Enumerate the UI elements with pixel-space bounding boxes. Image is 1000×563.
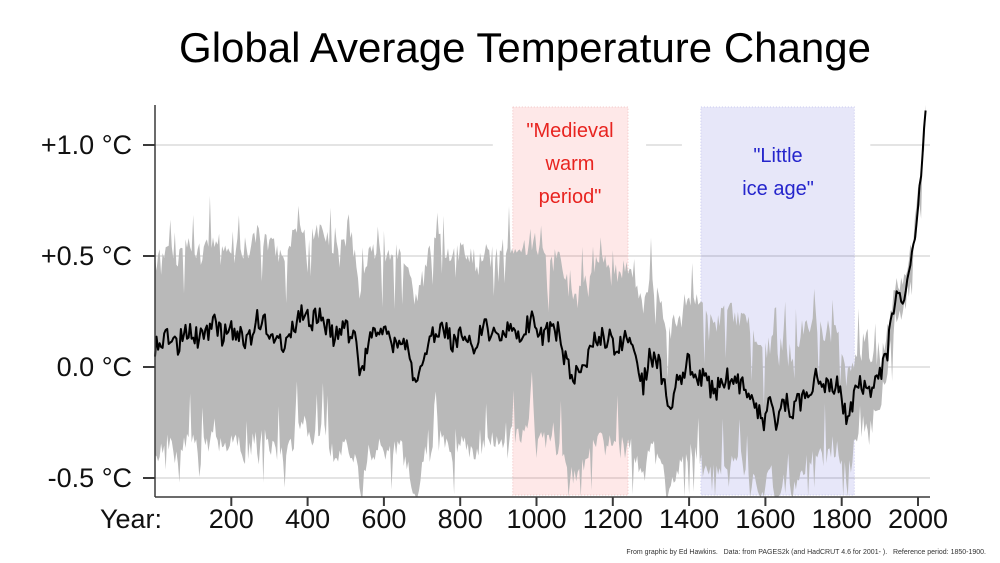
x-axis-tick-label: 400 <box>285 504 331 534</box>
temperature-line <box>154 110 927 432</box>
annotation-little-ice-age: "Little ice age" <box>742 145 814 200</box>
x-axis-tick-label: 1800 <box>811 504 872 534</box>
x-axis-tick-label: 1000 <box>506 504 567 534</box>
x-axis-tick-label: 600 <box>361 504 407 534</box>
y-axis-tick-label: +0.5 °C <box>40 241 132 271</box>
x-axis-tick-label: 1400 <box>659 504 720 534</box>
x-axis-title: Year: <box>99 504 162 534</box>
y-axis-tick-label: 0.0 °C <box>56 352 132 382</box>
attribution-text: From graphic by Ed Hawkins. Data: from P… <box>626 549 986 556</box>
x-axis-tick-label: 200 <box>208 504 254 534</box>
x-axis-tick-label: 1200 <box>582 504 643 534</box>
y-axis-tick-label: +1.0 °C <box>40 130 132 160</box>
x-axis-tick-label: 2000 <box>887 504 949 534</box>
chart-title: Global Average Temperature Change <box>179 24 871 71</box>
x-axis-tick-label: 1600 <box>735 504 796 534</box>
y-axis-tick-label: -0.5 °C <box>47 463 132 493</box>
annotation-medieval-warm-period: "Medieval warm period" <box>526 120 614 208</box>
x-axis-tick-label: 800 <box>437 504 483 534</box>
uncertainty-band <box>155 105 926 497</box>
